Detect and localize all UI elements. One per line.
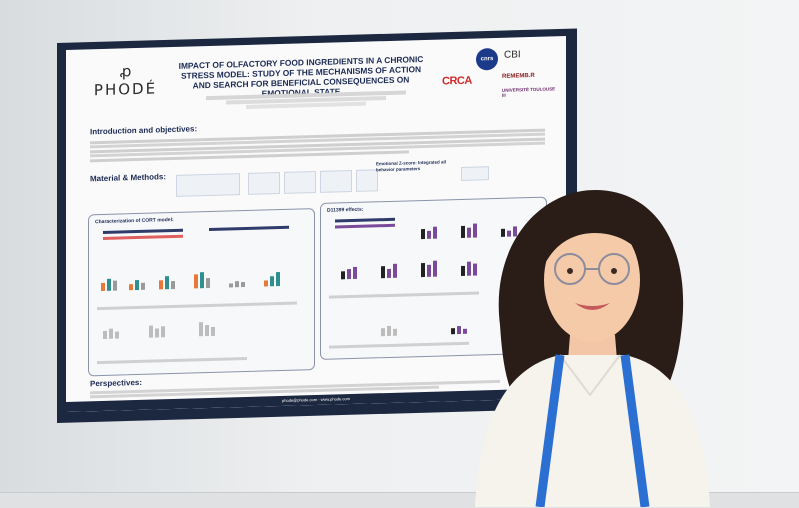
short-term-timeline <box>209 225 289 232</box>
cort-model-heading: Characterization of CORT model: <box>95 216 174 226</box>
shirt-collar <box>559 354 621 397</box>
bar-group-5 <box>229 271 245 288</box>
d11399-heading: D11399 effects: <box>327 206 364 214</box>
bar-group-8 <box>149 321 165 338</box>
d11399-timeline <box>335 217 395 223</box>
methods-box-maze <box>284 171 316 194</box>
smile <box>575 303 610 310</box>
presenter-photo <box>475 190 710 507</box>
d11399-timeline-2 <box>335 223 395 229</box>
methods-box-timeline <box>461 166 489 181</box>
d-bar-group-4 <box>341 263 357 280</box>
bar-group-3 <box>159 273 175 290</box>
lanyard-left <box>535 354 565 507</box>
d-bar-group-5 <box>381 262 397 279</box>
hair-front <box>540 207 653 275</box>
cbi-logo: CBI <box>504 49 521 61</box>
bar-group-6 <box>264 270 280 287</box>
section-methods-heading: Material & Methods: <box>90 172 167 184</box>
university-logo: UNIVERSITÉ TOULOUSE III <box>502 86 556 98</box>
methods-box-test <box>320 170 352 193</box>
left-eye <box>567 268 573 274</box>
right-eye <box>611 268 617 274</box>
emotional-zscore-label: Emotional Z-score: Integrated all behavi… <box>376 159 447 172</box>
cnrs-logo: cnrs <box>476 47 498 71</box>
long-term-timeline-2 <box>103 234 183 240</box>
cort-note-2 <box>97 356 247 365</box>
bar-group-4 <box>194 272 210 289</box>
section-perspectives-heading: Perspectives: <box>90 377 143 389</box>
cort-note-1 <box>97 301 297 311</box>
phode-logo-mark: ꝓ <box>119 62 132 81</box>
rememb-logo: REMEMB.R <box>502 72 535 80</box>
long-term-timeline <box>103 228 183 234</box>
section-intro-heading: Introduction and objectives: <box>90 124 198 137</box>
partner-logos: cnrs CRCA CBI REMEMB.R UNIVERSITÉ TOULOU… <box>442 46 560 109</box>
cort-model-panel: Characterization of CORT model: <box>88 208 315 377</box>
crca-logo: CRCA <box>442 74 472 88</box>
bar-group-9 <box>199 320 215 337</box>
methods-box-mouse <box>356 169 378 192</box>
bar-group-7 <box>103 323 119 339</box>
lanyard-right <box>620 354 650 507</box>
methods-box-apparatus <box>248 172 280 195</box>
d-bar-group-8 <box>381 320 397 337</box>
white-shirt <box>475 355 710 507</box>
bar-group-2 <box>129 274 145 291</box>
phode-logo-text: PHODÉ <box>93 79 158 100</box>
methods-box-groups <box>176 173 240 197</box>
face <box>544 218 640 342</box>
phode-logo: ꝓ PHODÉ <box>88 61 163 99</box>
bar-group-1 <box>101 275 117 292</box>
